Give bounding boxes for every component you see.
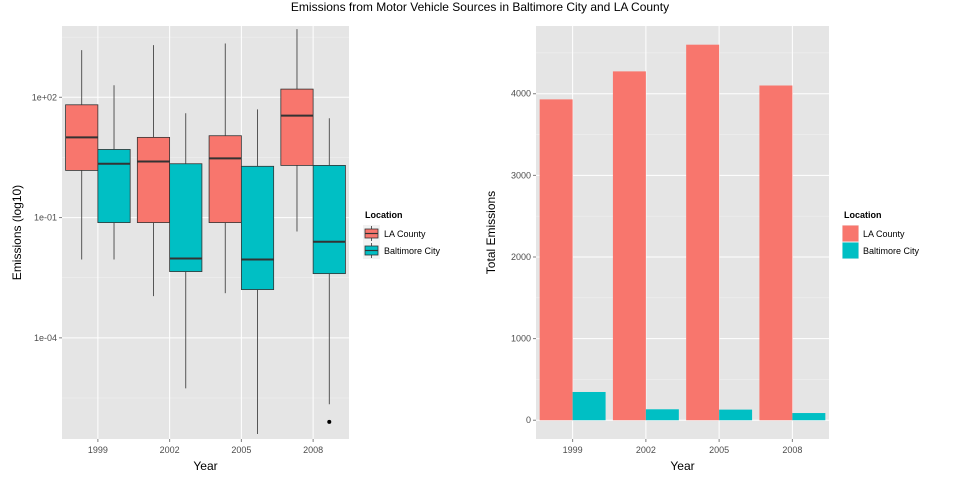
x-tick-label: 2005 [709, 445, 729, 455]
y-tick-label: 2000 [511, 252, 531, 262]
y-axis-title: Total Emissions [484, 191, 498, 274]
legend-title: Location [844, 210, 882, 220]
y-tick-label: 4000 [511, 89, 531, 99]
x-tick-label: 2002 [636, 445, 656, 455]
box-body [312, 165, 346, 275]
legend-label: Baltimore City [863, 246, 920, 256]
legend-key-swatch [842, 242, 859, 259]
bar-baltimore-city-2005 [719, 409, 753, 421]
box-la-county-2002 [136, 45, 171, 297]
bar-la-county-2002 [612, 71, 646, 421]
bar-la-county-2008 [759, 85, 793, 421]
box-body [169, 163, 203, 272]
legend-label: LA County [863, 229, 905, 239]
box-body [136, 136, 171, 223]
box-baltimore-city-2005 [240, 109, 275, 434]
legend-key-baltimore-city [842, 242, 859, 259]
box-body [280, 88, 314, 166]
legend-key-swatch [842, 225, 859, 242]
y-tick-label: 1e-04 [34, 333, 57, 343]
y-tick-label: 0 [526, 415, 531, 425]
legend-title: Location [365, 210, 403, 220]
box-body [240, 165, 275, 290]
legend-key-la-county [363, 225, 380, 242]
y-tick-label: 1000 [511, 334, 531, 344]
x-tick-label: 2002 [160, 445, 180, 455]
x-axis-title: Year [670, 459, 694, 473]
bar-baltimore-city-2008 [792, 413, 826, 421]
bar-baltimore-city-2002 [645, 409, 679, 421]
y-tick-label: 1e-01 [34, 213, 57, 223]
box-body [208, 135, 242, 223]
outlier-point [327, 419, 332, 424]
box-baltimore-city-1999 [97, 85, 131, 260]
y-axis-title: Emissions (log10) [10, 185, 24, 280]
figure-title: Emissions from Motor Vehicle Sources in … [290, 0, 670, 14]
box-la-county-2005 [208, 43, 242, 294]
box-baltimore-city-2008 [312, 118, 346, 424]
plot-panel [62, 26, 349, 439]
box-la-county-1999 [65, 50, 99, 260]
x-tick-label: 1999 [88, 445, 108, 455]
bar-baltimore-city-1999 [572, 391, 606, 421]
x-tick-label: 2008 [303, 445, 323, 455]
x-tick-label: 1999 [563, 445, 583, 455]
y-tick-label: 1e+02 [32, 92, 57, 102]
bar-la-county-2005 [686, 44, 720, 421]
x-axis-title: Year [193, 459, 217, 473]
x-tick-label: 2008 [782, 445, 802, 455]
x-tick-label: 2005 [231, 445, 251, 455]
box-la-county-2008 [280, 29, 314, 232]
box-body [97, 149, 131, 223]
legend-label: LA County [384, 229, 426, 239]
box-baltimore-city-2002 [169, 113, 203, 389]
legend-key-la-county [842, 225, 859, 242]
y-tick-label: 3000 [511, 170, 531, 180]
legend-label: Baltimore City [384, 246, 441, 256]
legend-key-baltimore-city [363, 242, 380, 259]
bar-la-county-1999 [539, 99, 573, 421]
